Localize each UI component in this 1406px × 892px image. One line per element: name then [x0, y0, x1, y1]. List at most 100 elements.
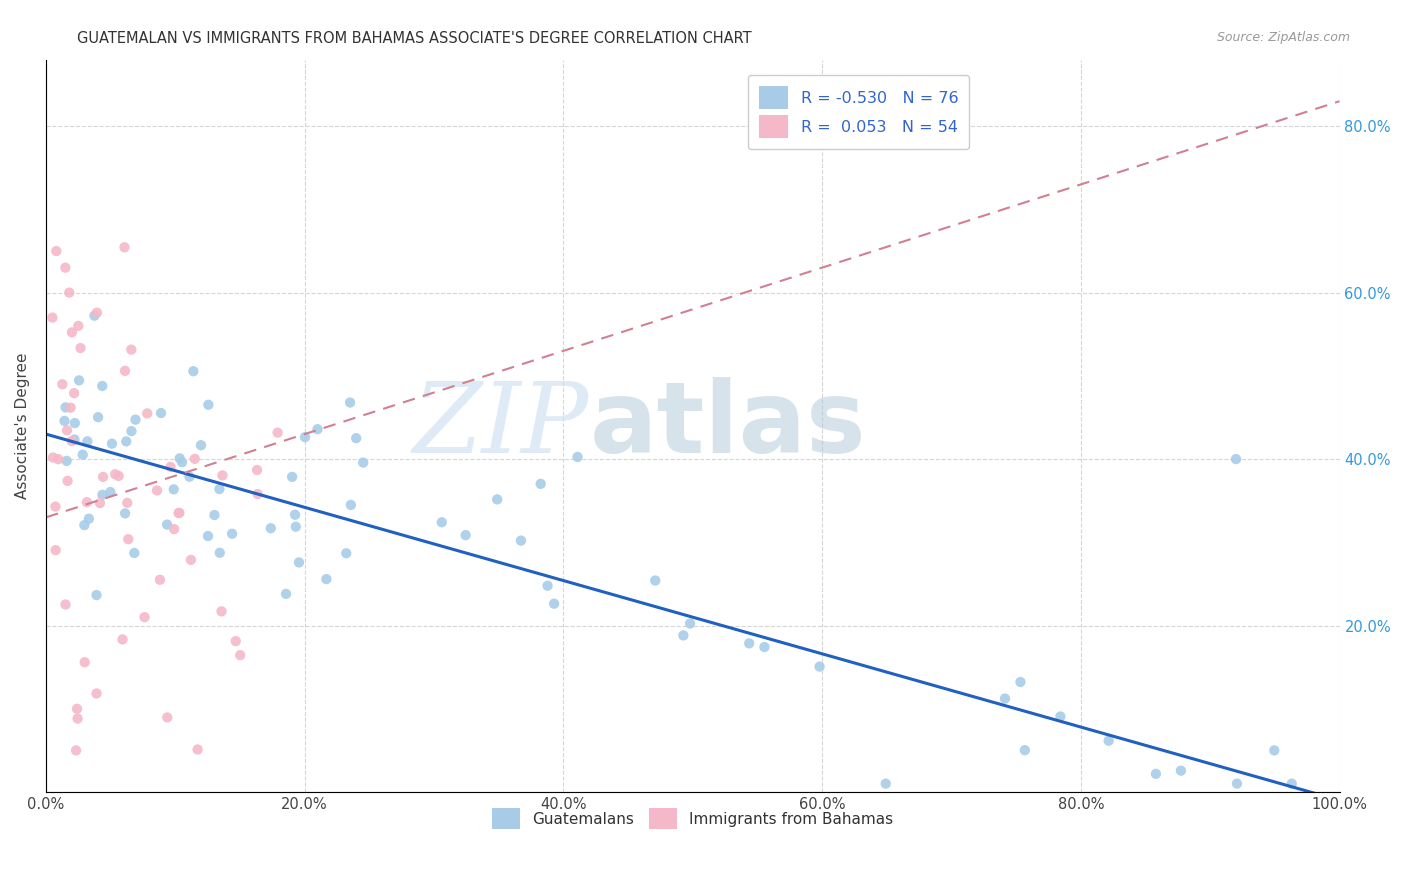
Point	[266, 425, 288, 440]
Point	[454, 528, 477, 542]
Point	[60, 326, 83, 340]
Point	[53, 260, 76, 275]
Text: GUATEMALAN VS IMMIGRANTS FROM BAHAMAS ASSOCIATE'S DEGREE CORRELATION CHART: GUATEMALAN VS IMMIGRANTS FROM BAHAMAS AS…	[77, 31, 752, 46]
Point	[41, 310, 63, 325]
Point	[510, 533, 533, 548]
Point	[150, 406, 173, 420]
Text: ZIP: ZIP	[413, 378, 589, 474]
Point	[56, 474, 79, 488]
Point	[208, 546, 231, 560]
Point	[808, 659, 831, 673]
Point	[225, 634, 247, 648]
Point	[875, 777, 897, 791]
Point	[55, 454, 77, 468]
Point	[66, 712, 89, 726]
Point	[274, 587, 297, 601]
Point	[76, 434, 98, 449]
Point	[114, 240, 136, 254]
Legend: Guatemalans, Immigrants from Bahamas: Guatemalans, Immigrants from Bahamas	[486, 802, 900, 836]
Point	[73, 518, 96, 533]
Point	[543, 597, 565, 611]
Point	[536, 579, 558, 593]
Point	[1014, 743, 1036, 757]
Point	[42, 450, 65, 465]
Point	[45, 244, 67, 258]
Point	[91, 470, 114, 484]
Y-axis label: Associate's Degree: Associate's Degree	[15, 352, 30, 499]
Point	[288, 556, 311, 570]
Point	[260, 521, 283, 535]
Point	[120, 424, 142, 438]
Point	[994, 691, 1017, 706]
Point	[124, 546, 146, 560]
Point	[89, 496, 111, 510]
Point	[246, 463, 269, 477]
Point	[67, 318, 90, 333]
Point	[72, 448, 94, 462]
Point	[44, 500, 66, 514]
Point	[187, 742, 209, 756]
Point	[73, 655, 96, 669]
Point	[107, 469, 129, 483]
Point	[63, 416, 86, 430]
Point	[197, 529, 219, 543]
Point	[156, 710, 179, 724]
Point	[307, 422, 329, 436]
Point	[91, 488, 114, 502]
Point	[229, 648, 252, 662]
Text: Source: ZipAtlas.com: Source: ZipAtlas.com	[1216, 31, 1350, 45]
Point	[91, 379, 114, 393]
Point	[179, 469, 201, 483]
Point	[56, 423, 79, 437]
Point	[58, 285, 80, 300]
Point	[1049, 709, 1071, 723]
Point	[104, 467, 127, 482]
Point	[335, 546, 357, 560]
Point	[169, 451, 191, 466]
Point	[86, 305, 108, 319]
Point	[163, 522, 186, 536]
Point	[184, 451, 207, 466]
Point	[46, 452, 69, 467]
Point	[284, 519, 307, 533]
Point	[211, 604, 233, 618]
Point	[117, 496, 139, 510]
Point	[51, 377, 73, 392]
Point	[83, 309, 105, 323]
Point	[315, 572, 337, 586]
Point	[55, 598, 77, 612]
Point	[672, 628, 695, 642]
Point	[1170, 764, 1192, 778]
Point	[1263, 743, 1285, 757]
Point	[754, 640, 776, 654]
Point	[134, 610, 156, 624]
Point	[352, 456, 374, 470]
Point	[63, 433, 86, 447]
Point	[183, 364, 205, 378]
Point	[340, 498, 363, 512]
Point	[124, 412, 146, 426]
Text: atlas: atlas	[589, 377, 866, 475]
Point	[281, 470, 304, 484]
Point	[167, 506, 190, 520]
Point	[63, 386, 86, 401]
Point	[117, 532, 139, 546]
Point	[53, 414, 76, 428]
Point	[114, 507, 136, 521]
Point	[86, 588, 108, 602]
Point	[149, 573, 172, 587]
Point	[294, 430, 316, 444]
Point	[146, 483, 169, 498]
Point	[197, 398, 219, 412]
Point	[86, 686, 108, 700]
Point	[180, 553, 202, 567]
Point	[208, 482, 231, 496]
Point	[65, 743, 87, 757]
Point	[136, 406, 159, 420]
Point	[159, 459, 181, 474]
Point	[98, 485, 121, 500]
Point	[284, 508, 307, 522]
Point	[60, 434, 83, 448]
Point	[190, 438, 212, 452]
Point	[45, 543, 67, 558]
